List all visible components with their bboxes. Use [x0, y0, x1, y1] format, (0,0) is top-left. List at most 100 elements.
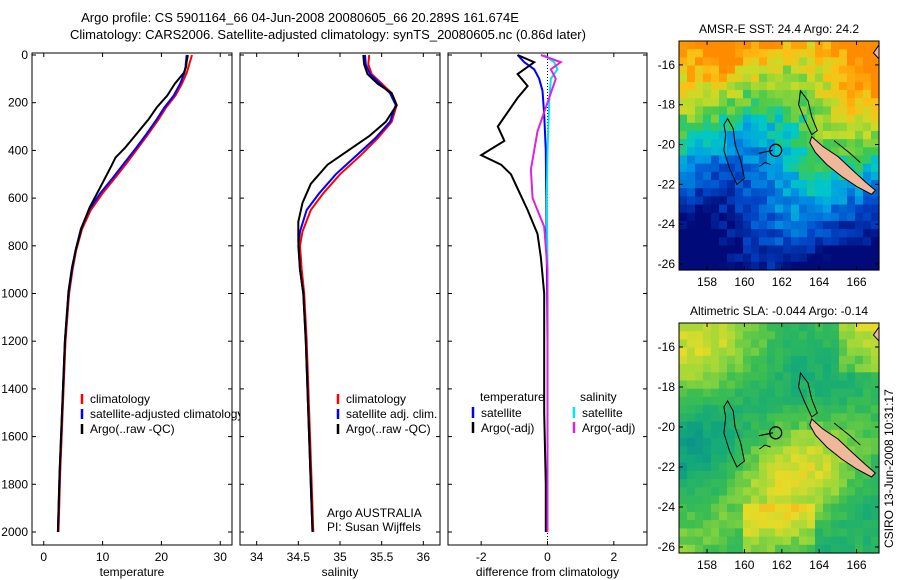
map-cell [775, 220, 784, 230]
map-cell [823, 188, 832, 197]
map-cell [791, 323, 800, 332]
map-cell [863, 544, 872, 554]
map-cell [831, 81, 840, 91]
map-cell [839, 90, 848, 99]
panel-sst_map: AMSR-E SST: 24.4 Argo: 24.2 -16 -18 -20 -22 -… [658, 22, 880, 289]
map-cell [703, 220, 712, 230]
map-cell [703, 237, 712, 247]
map-cell [751, 388, 760, 398]
map-cell [687, 355, 696, 365]
map-cell [703, 98, 712, 108]
map-cell [703, 454, 712, 464]
map-cell [767, 81, 776, 91]
map-cell [767, 396, 776, 406]
map-cell [791, 130, 800, 140]
map-cell [775, 130, 784, 140]
map-cell [759, 429, 768, 439]
map-cell [799, 421, 808, 431]
map-cell [727, 139, 736, 148]
map-cell [847, 98, 856, 108]
map-cell [799, 388, 808, 398]
map-cell [871, 372, 880, 382]
map-cell [863, 323, 872, 332]
map-cell [767, 73, 776, 83]
map-cell [791, 520, 800, 529]
x-tick-label: 34 [250, 550, 264, 564]
map-cell [799, 503, 808, 513]
map-cell [871, 544, 880, 554]
map-cell [799, 180, 808, 189]
map-cell [807, 413, 816, 423]
map-cell [695, 65, 704, 75]
map-cell [831, 364, 840, 373]
map-cell [679, 245, 688, 255]
map-cell [711, 339, 720, 349]
map-cell [703, 171, 712, 181]
map-cell [855, 495, 864, 505]
map-cell [855, 323, 864, 332]
map-cell [783, 41, 792, 50]
map-cell [703, 405, 712, 414]
map-cell [823, 229, 832, 238]
map-cell [751, 130, 760, 140]
map-cell [847, 81, 856, 91]
map-cell [815, 372, 824, 382]
map-cell [871, 237, 880, 247]
map-cell [703, 204, 712, 214]
map-cell [719, 511, 728, 521]
map-cell [799, 462, 808, 472]
map-cell [775, 57, 784, 67]
map-cell [807, 130, 816, 140]
map-cell [855, 528, 864, 538]
map-cell [751, 339, 760, 349]
map-cell [703, 65, 712, 75]
map-cell [727, 520, 736, 529]
map-cell [815, 65, 824, 75]
map-cell [855, 212, 864, 222]
map-cell [711, 196, 720, 206]
map-cell [759, 347, 768, 357]
map-cell [743, 49, 752, 58]
map-cell [863, 487, 872, 497]
map-cell [759, 438, 768, 447]
map-cell [855, 331, 864, 341]
map-cell [791, 147, 800, 157]
map-cell [791, 261, 800, 271]
map-cell [807, 429, 816, 439]
map-cell [743, 81, 752, 91]
map-cell [783, 57, 792, 67]
map-cell [727, 229, 736, 238]
map-cell [791, 479, 800, 488]
map-cell [823, 355, 832, 365]
map-cell [775, 237, 784, 247]
map-cell [775, 98, 784, 108]
island-new-caledonia [809, 418, 877, 478]
map-cell [743, 323, 752, 332]
map-cell [839, 528, 848, 538]
y-tick-label: -18 [658, 380, 676, 394]
map-cell [839, 261, 848, 271]
map-cell [743, 147, 752, 157]
map-cell [687, 98, 696, 108]
map-cell [703, 180, 712, 189]
map-cell [743, 212, 752, 222]
map-cell [695, 454, 704, 464]
map-cell [759, 331, 768, 341]
map-cell [791, 487, 800, 497]
map-cell [791, 171, 800, 181]
map-cell [815, 204, 824, 214]
map-cell [767, 331, 776, 341]
map-cell [775, 454, 784, 464]
map-cell [767, 429, 776, 439]
map-cell [703, 511, 712, 521]
map-cell [839, 106, 848, 116]
map-cell [791, 446, 800, 456]
map-cell [831, 130, 840, 140]
map-cell [863, 429, 872, 439]
map-cell [847, 347, 856, 357]
map-cell [775, 421, 784, 431]
map-cell [687, 380, 696, 390]
map-cell [791, 347, 800, 357]
map-cell [855, 253, 864, 263]
map-cell [823, 380, 832, 390]
